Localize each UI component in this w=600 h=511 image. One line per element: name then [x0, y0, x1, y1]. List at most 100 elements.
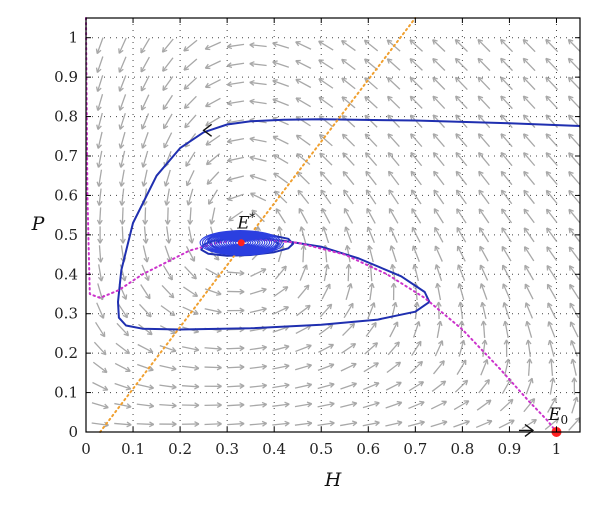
field-arrow: [299, 226, 307, 244]
field-arrow: [159, 345, 177, 353]
field-arrow: [250, 268, 267, 277]
x-tick-label: 0.3: [215, 440, 239, 458]
field-arrow: [96, 94, 104, 111]
field-arrow: [501, 208, 513, 224]
field-arrow: [568, 265, 580, 281]
field-arrow: [364, 95, 378, 109]
field-arrow: [92, 381, 109, 391]
field-arrow: [119, 207, 126, 225]
field-arrow: [387, 152, 400, 167]
y-tick-label: 0.4: [54, 265, 78, 283]
field-arrow: [181, 346, 200, 353]
x-tick-label: 0.9: [497, 440, 521, 458]
y-tick-label: 0.6: [54, 186, 78, 204]
field-arrow: [522, 133, 536, 148]
field-arrow: [296, 153, 311, 166]
y-tick-label: 1: [68, 29, 78, 47]
series-group: [85, 17, 581, 433]
field-arrow: [118, 131, 126, 149]
field-arrow: [96, 112, 103, 130]
equilibrium-point: [237, 239, 245, 247]
field-arrow: [364, 342, 379, 355]
field-arrow: [456, 208, 467, 224]
x-tick-label: 1: [552, 440, 562, 458]
field-arrow: [136, 383, 155, 391]
field-arrow: [183, 95, 197, 110]
field-arrow: [453, 400, 470, 411]
field-arrow: [432, 76, 446, 90]
axes-frame: [85, 17, 581, 433]
field-arrow: [226, 175, 245, 183]
field-arrow: [548, 358, 555, 376]
field-arrow: [117, 303, 128, 319]
field-arrow: [412, 320, 421, 338]
field-arrow: [95, 56, 104, 74]
field-arrow: [321, 283, 331, 300]
field-arrow: [525, 320, 533, 338]
field-arrow: [227, 270, 245, 277]
field-arrow: [500, 114, 513, 129]
field-arrow: [318, 40, 334, 51]
field-arrow: [249, 136, 267, 143]
field-arrow: [273, 172, 289, 184]
field-arrow: [183, 39, 198, 52]
field-arrow: [455, 95, 468, 110]
field-arrow: [181, 402, 200, 409]
field-arrow: [524, 264, 535, 281]
field-arrow: [567, 38, 581, 53]
field-arrow: [480, 320, 487, 339]
field-arrow: [204, 345, 222, 352]
field-arrow: [545, 152, 558, 167]
field-arrow: [227, 364, 245, 371]
x-tick-label: 0.8: [450, 440, 474, 458]
field-arrow: [522, 38, 536, 53]
field-arrow: [118, 150, 126, 168]
field-arrow: [567, 76, 581, 91]
field-arrow: [295, 134, 311, 146]
field-arrow: [295, 344, 312, 353]
field-arrow: [226, 62, 245, 69]
field-arrow: [161, 38, 174, 53]
field-arrow: [227, 288, 245, 295]
field-arrow: [295, 59, 312, 69]
x-tick-label: 0.6: [356, 440, 380, 458]
field-arrow: [227, 307, 245, 314]
field-arrow: [249, 363, 268, 370]
field-arrow: [272, 41, 290, 49]
field-arrow: [317, 420, 335, 427]
field-arrow: [389, 226, 398, 243]
field-arrow: [407, 420, 425, 427]
field-arrow: [96, 150, 103, 168]
x-axis-label: H: [324, 469, 342, 491]
field-arrow: [227, 383, 245, 389]
field-arrow: [97, 226, 104, 244]
field-arrow: [386, 58, 401, 71]
field-arrow: [479, 283, 488, 300]
field-arrow: [114, 362, 131, 373]
field-arrow: [522, 95, 536, 110]
field-arrow: [453, 419, 470, 428]
field-arrow: [544, 418, 559, 430]
field-arrow: [389, 245, 397, 263]
field-arrow: [295, 78, 312, 89]
field-arrow: [343, 189, 354, 205]
field-arrow: [477, 38, 491, 53]
field-arrow: [96, 188, 103, 206]
field-arrow: [546, 246, 558, 262]
field-arrow: [433, 360, 445, 375]
field-arrow: [161, 285, 175, 299]
field-arrow: [568, 152, 581, 166]
field-arrow: [500, 152, 513, 167]
field-arrow: [477, 95, 491, 110]
field-arrow: [114, 402, 132, 409]
vector-field: [91, 37, 581, 431]
field-arrow: [96, 169, 103, 187]
field-arrow: [92, 361, 108, 374]
field-arrow: [137, 343, 154, 354]
field-arrow: [368, 282, 375, 301]
field-arrow: [454, 379, 469, 393]
field-arrow: [362, 420, 380, 427]
field-arrow: [434, 226, 444, 243]
field-arrow: [521, 418, 537, 430]
